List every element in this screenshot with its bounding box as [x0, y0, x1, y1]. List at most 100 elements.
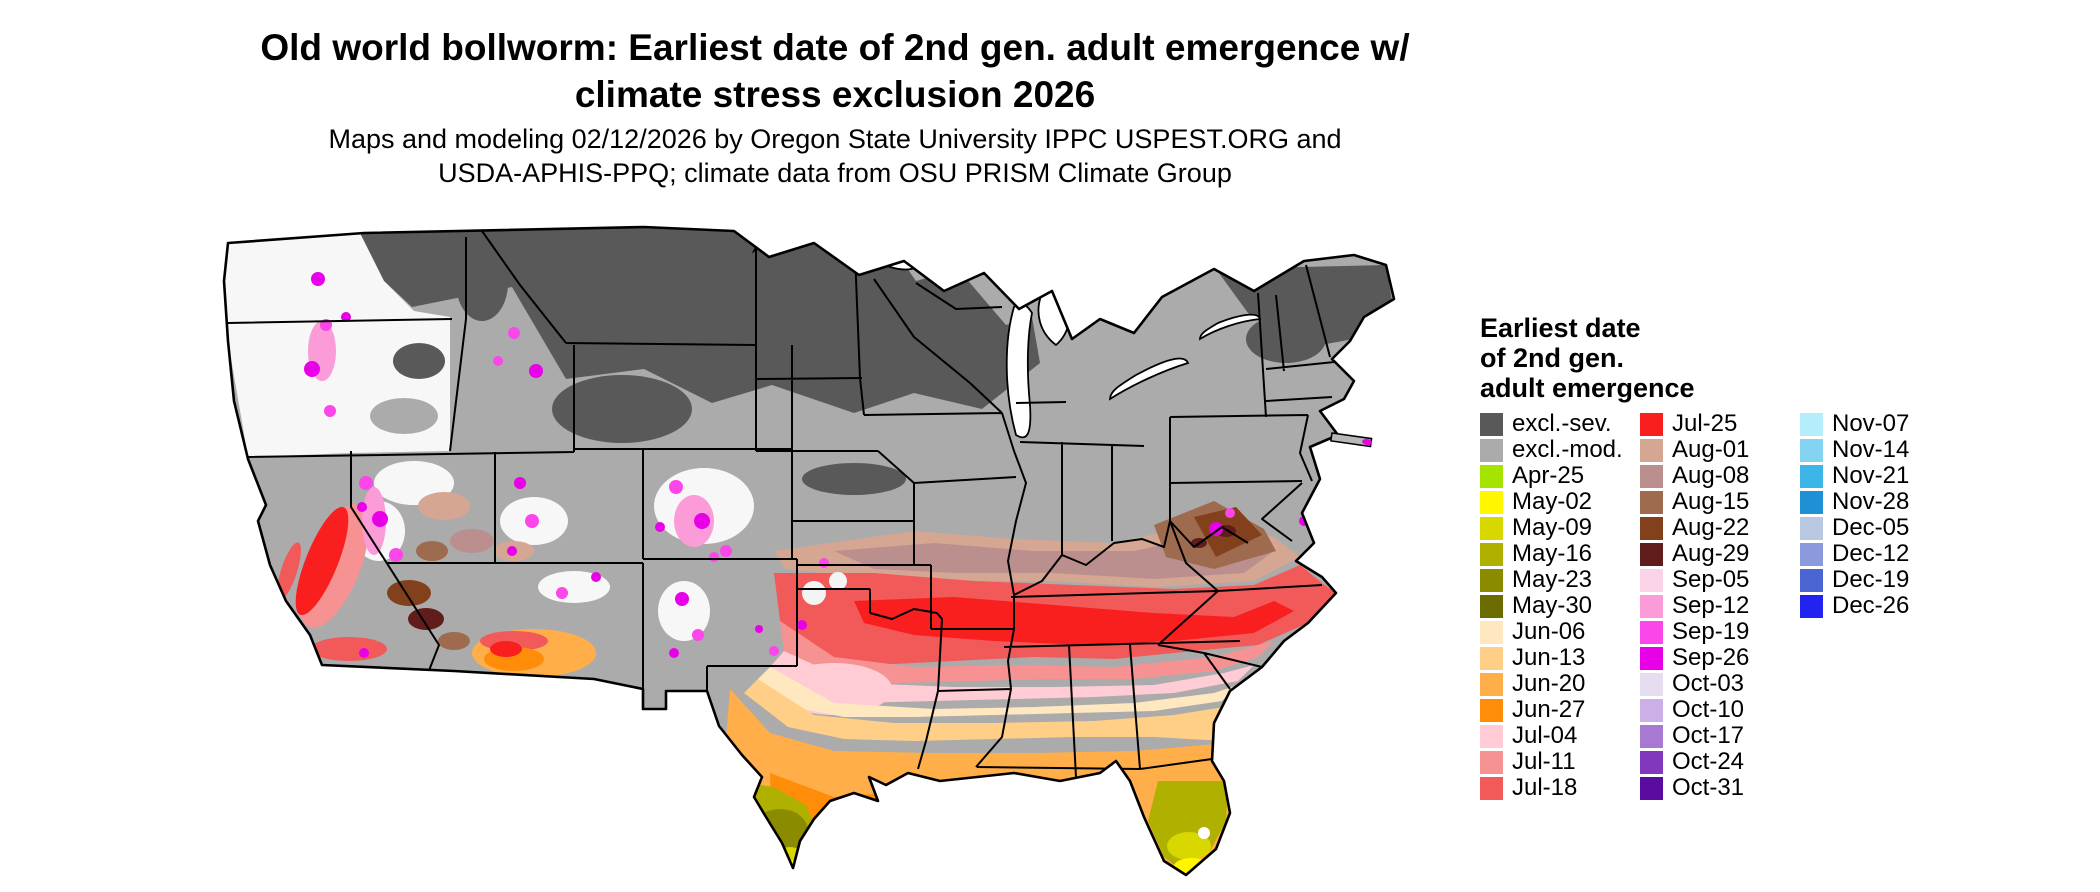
legend-swatch [1800, 542, 1823, 566]
lake-erie [1109, 357, 1190, 401]
legend-label: Sep-12 [1672, 592, 1750, 619]
legend-item: Dec-05 [1800, 514, 1960, 541]
legend-swatch [1640, 750, 1663, 774]
legend-label: Jul-18 [1512, 774, 1578, 801]
legend-label: Oct-03 [1672, 670, 1745, 697]
legend-label: Nov-14 [1832, 436, 1910, 463]
legend-label: Aug-15 [1672, 488, 1750, 515]
legend-label: Sep-19 [1672, 618, 1750, 645]
legend-item: Jul-04 [1480, 722, 1640, 749]
legend-item: Aug-08 [1640, 462, 1800, 489]
legend-item: Aug-29 [1640, 540, 1800, 567]
legend-swatch [1640, 464, 1663, 488]
legend-item: Sep-12 [1640, 592, 1800, 619]
region-california [277, 504, 387, 661]
legend-swatch [1640, 698, 1663, 722]
legend-label: Oct-10 [1672, 696, 1745, 723]
legend-item: Nov-14 [1800, 436, 1960, 463]
legend-item: Nov-07 [1800, 410, 1960, 437]
legend-item: Jul-25 [1640, 410, 1800, 437]
legend-label: Apr-25 [1512, 462, 1585, 489]
legend-item: Oct-10 [1640, 696, 1800, 723]
legend-item: May-09 [1480, 514, 1640, 541]
legend-item: Jul-11 [1480, 748, 1640, 775]
legend-swatch [1640, 672, 1663, 696]
legend-label: Jun-06 [1512, 618, 1586, 645]
map-title: Old world bollworm: Earliest date of 2nd… [140, 24, 1530, 118]
legend-item: May-23 [1480, 566, 1640, 593]
map-title-line1: Old world bollworm: Earliest date of 2nd… [260, 27, 1410, 68]
legend-item: Nov-21 [1800, 462, 1960, 489]
legend-swatch [1480, 542, 1503, 566]
legend-item: Dec-12 [1800, 540, 1960, 567]
legend-label: Nov-21 [1832, 462, 1910, 489]
legend-swatch [1800, 490, 1823, 514]
map-subtitle: Maps and modeling 02/12/2026 by Oregon S… [140, 122, 1530, 190]
legend-label: Oct-24 [1672, 748, 1745, 775]
legend-label: May-16 [1512, 540, 1593, 567]
legend-item: Aug-22 [1640, 514, 1800, 541]
legend-swatch [1480, 776, 1503, 800]
legend-swatch [1800, 412, 1823, 436]
region-florida [1148, 781, 1228, 875]
legend-swatch [1480, 438, 1503, 462]
legend-item: Sep-19 [1640, 618, 1800, 645]
legend-item: Jul-18 [1480, 774, 1640, 801]
legend-swatch [1480, 516, 1503, 540]
legend-title: Earliest date of 2nd gen. adult emergenc… [1480, 313, 1960, 403]
legend-swatch [1480, 750, 1503, 774]
map-legend: Earliest date of 2nd gen. adult emergenc… [1480, 313, 1960, 801]
legend-label: Jul-11 [1512, 748, 1576, 775]
legend-label: Jun-13 [1512, 644, 1586, 671]
legend-item: May-30 [1480, 592, 1640, 619]
legend-label: Oct-17 [1672, 722, 1745, 749]
legend-swatch [1640, 594, 1663, 618]
legend-title-line2: of 2nd gen. [1480, 343, 1624, 373]
legend-swatch [1480, 620, 1503, 644]
legend-swatch [1640, 542, 1663, 566]
legend-label: Aug-01 [1672, 436, 1750, 463]
legend-swatch [1480, 568, 1503, 592]
legend-swatch [1480, 646, 1503, 670]
map-subtitle-line2: USDA-APHIS-PPQ; climate data from OSU PR… [438, 158, 1232, 188]
legend-swatch [1640, 438, 1663, 462]
legend-label: Sep-26 [1672, 644, 1750, 671]
legend-label: Aug-22 [1672, 514, 1750, 541]
state-borders [227, 228, 1345, 778]
legend-item: Oct-31 [1640, 774, 1800, 801]
long-island [1330, 432, 1373, 448]
legend-column-2: Jul-25 Aug-01 Aug-08 Aug-15 Aug-22 Aug-2… [1640, 410, 1800, 801]
legend-label: Dec-05 [1832, 514, 1910, 541]
legend-swatch [1640, 776, 1663, 800]
region-arizona [472, 629, 596, 677]
legend-label: Aug-08 [1672, 462, 1750, 489]
lake-michigan [1005, 302, 1033, 439]
legend-item: Oct-17 [1640, 722, 1800, 749]
legend-item: Sep-05 [1640, 566, 1800, 593]
legend-item: excl.-mod. [1480, 436, 1640, 463]
mountain-magenta-speckles [304, 272, 1316, 658]
legend-swatch [1480, 698, 1503, 722]
legend-label: Jul-25 [1672, 410, 1738, 437]
legend-label: May-02 [1512, 488, 1593, 515]
legend-label: Dec-19 [1832, 566, 1910, 593]
legend-label: May-09 [1512, 514, 1593, 541]
legend-swatch [1640, 724, 1663, 748]
legend-swatch [1800, 516, 1823, 540]
legend-swatch [1640, 620, 1663, 644]
legend-swatch [1480, 464, 1503, 488]
legend-item: May-16 [1480, 540, 1640, 567]
us-map-svg [222, 225, 1396, 877]
legend-label: May-23 [1512, 566, 1593, 593]
legend-item: Oct-03 [1640, 670, 1800, 697]
legend-label: Jun-27 [1512, 696, 1586, 723]
legend-item: Jun-06 [1480, 618, 1640, 645]
legend-item: Oct-24 [1640, 748, 1800, 775]
legend-swatch [1480, 412, 1503, 436]
legend-label: Jun-20 [1512, 670, 1586, 697]
legend-swatch [1640, 568, 1663, 592]
legend-columns: excl.-sev. excl.-mod. Apr-25 May-02 May-… [1480, 410, 1960, 801]
legend-label: Nov-07 [1832, 410, 1910, 437]
legend-swatch [1480, 490, 1503, 514]
legend-item: Dec-26 [1800, 592, 1960, 619]
